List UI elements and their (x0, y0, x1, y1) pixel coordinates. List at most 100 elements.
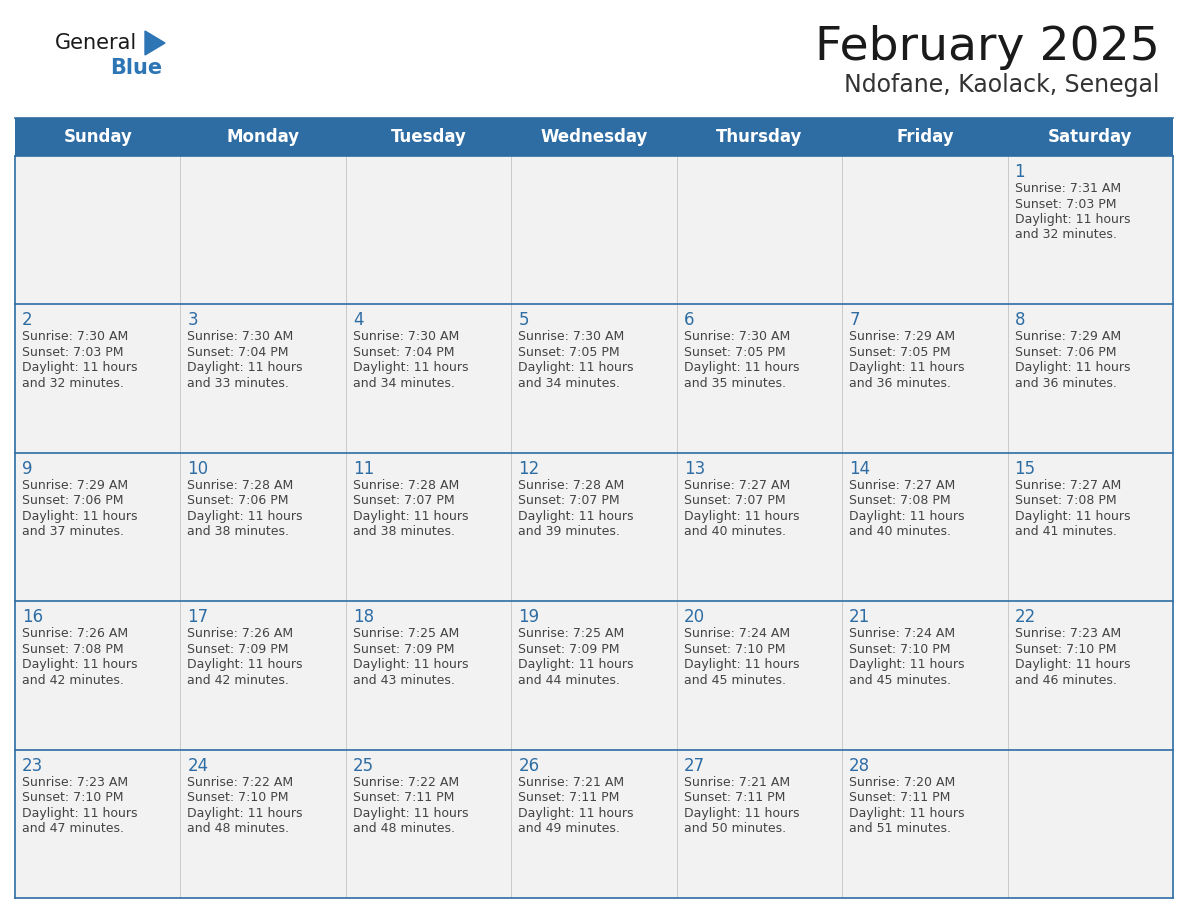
Text: Sunrise: 7:30 AM: Sunrise: 7:30 AM (353, 330, 459, 343)
Text: and 41 minutes.: and 41 minutes. (1015, 525, 1117, 538)
Text: Sunrise: 7:21 AM: Sunrise: 7:21 AM (684, 776, 790, 789)
Bar (15, 750, 1173, 898)
Text: Sunset: 7:03 PM: Sunset: 7:03 PM (1015, 197, 1116, 210)
Text: Sunrise: 7:22 AM: Sunrise: 7:22 AM (188, 776, 293, 789)
Text: Sunset: 7:06 PM: Sunset: 7:06 PM (1015, 346, 1116, 359)
Text: Sunset: 7:11 PM: Sunset: 7:11 PM (518, 791, 620, 804)
Text: and 32 minutes.: and 32 minutes. (1015, 229, 1117, 241)
Text: Sunrise: 7:27 AM: Sunrise: 7:27 AM (1015, 479, 1120, 492)
Text: Sunrise: 7:25 AM: Sunrise: 7:25 AM (353, 627, 459, 640)
Text: Sunset: 7:09 PM: Sunset: 7:09 PM (518, 643, 620, 655)
Text: Sunset: 7:07 PM: Sunset: 7:07 PM (518, 494, 620, 508)
Text: Blue: Blue (110, 58, 162, 78)
Text: and 37 minutes.: and 37 minutes. (23, 525, 124, 538)
Bar (15, 453, 1173, 601)
Text: and 38 minutes.: and 38 minutes. (353, 525, 455, 538)
Bar (15, 118, 1173, 156)
Text: Monday: Monday (227, 128, 299, 146)
Text: 2: 2 (23, 311, 32, 330)
Text: 28: 28 (849, 756, 871, 775)
Text: Sunrise: 7:26 AM: Sunrise: 7:26 AM (23, 627, 128, 640)
Text: 16: 16 (23, 609, 43, 626)
Text: Ndofane, Kaolack, Senegal: Ndofane, Kaolack, Senegal (845, 73, 1159, 97)
Text: 22: 22 (1015, 609, 1036, 626)
Text: 19: 19 (518, 609, 539, 626)
Text: General: General (55, 33, 138, 53)
Text: Daylight: 11 hours: Daylight: 11 hours (1015, 658, 1130, 671)
Text: Sunset: 7:04 PM: Sunset: 7:04 PM (188, 346, 289, 359)
Text: and 45 minutes.: and 45 minutes. (684, 674, 785, 687)
Text: 27: 27 (684, 756, 704, 775)
Text: and 34 minutes.: and 34 minutes. (353, 377, 455, 390)
Text: Sunset: 7:08 PM: Sunset: 7:08 PM (23, 643, 124, 655)
Text: Friday: Friday (896, 128, 954, 146)
Text: 26: 26 (518, 756, 539, 775)
Text: Sunrise: 7:20 AM: Sunrise: 7:20 AM (849, 776, 955, 789)
Text: 17: 17 (188, 609, 209, 626)
Text: and 40 minutes.: and 40 minutes. (684, 525, 785, 538)
Text: and 33 minutes.: and 33 minutes. (188, 377, 290, 390)
Text: 23: 23 (23, 756, 43, 775)
Text: 24: 24 (188, 756, 209, 775)
Text: Sunset: 7:11 PM: Sunset: 7:11 PM (684, 791, 785, 804)
Text: Sunrise: 7:29 AM: Sunrise: 7:29 AM (1015, 330, 1120, 343)
Text: Daylight: 11 hours: Daylight: 11 hours (518, 658, 633, 671)
Text: and 32 minutes.: and 32 minutes. (23, 377, 124, 390)
Text: 14: 14 (849, 460, 871, 477)
Text: 25: 25 (353, 756, 374, 775)
Text: Sunrise: 7:31 AM: Sunrise: 7:31 AM (1015, 182, 1120, 195)
Bar (15, 305, 1173, 453)
Polygon shape (145, 31, 165, 55)
Text: Sunset: 7:06 PM: Sunset: 7:06 PM (23, 494, 124, 508)
Text: 9: 9 (23, 460, 32, 477)
Text: and 49 minutes.: and 49 minutes. (518, 823, 620, 835)
Text: 5: 5 (518, 311, 529, 330)
Bar (15, 601, 1173, 750)
Text: Daylight: 11 hours: Daylight: 11 hours (518, 362, 633, 375)
Text: Sunset: 7:04 PM: Sunset: 7:04 PM (353, 346, 454, 359)
Text: and 48 minutes.: and 48 minutes. (353, 823, 455, 835)
Text: Daylight: 11 hours: Daylight: 11 hours (188, 362, 303, 375)
Text: Daylight: 11 hours: Daylight: 11 hours (518, 807, 633, 820)
Text: Sunrise: 7:24 AM: Sunrise: 7:24 AM (849, 627, 955, 640)
Text: and 48 minutes.: and 48 minutes. (188, 823, 290, 835)
Text: Sunrise: 7:21 AM: Sunrise: 7:21 AM (518, 776, 625, 789)
Text: and 39 minutes.: and 39 minutes. (518, 525, 620, 538)
Text: Sunrise: 7:29 AM: Sunrise: 7:29 AM (849, 330, 955, 343)
Bar (15, 156, 1173, 305)
Text: Sunset: 7:10 PM: Sunset: 7:10 PM (188, 791, 289, 804)
Text: Thursday: Thursday (716, 128, 803, 146)
Text: and 36 minutes.: and 36 minutes. (1015, 377, 1117, 390)
Text: Sunset: 7:06 PM: Sunset: 7:06 PM (188, 494, 289, 508)
Text: 13: 13 (684, 460, 704, 477)
Text: Daylight: 11 hours: Daylight: 11 hours (23, 509, 138, 522)
Text: Daylight: 11 hours: Daylight: 11 hours (849, 362, 965, 375)
Text: Sunrise: 7:30 AM: Sunrise: 7:30 AM (188, 330, 293, 343)
Text: Sunset: 7:10 PM: Sunset: 7:10 PM (684, 643, 785, 655)
Text: 3: 3 (188, 311, 198, 330)
Text: Sunset: 7:10 PM: Sunset: 7:10 PM (23, 791, 124, 804)
Text: and 36 minutes.: and 36 minutes. (849, 377, 952, 390)
Text: 10: 10 (188, 460, 209, 477)
Text: 18: 18 (353, 609, 374, 626)
Text: Sunrise: 7:23 AM: Sunrise: 7:23 AM (1015, 627, 1120, 640)
Text: and 50 minutes.: and 50 minutes. (684, 823, 785, 835)
Text: Sunrise: 7:30 AM: Sunrise: 7:30 AM (23, 330, 128, 343)
Text: and 38 minutes.: and 38 minutes. (188, 525, 290, 538)
Text: and 51 minutes.: and 51 minutes. (849, 823, 952, 835)
Text: 6: 6 (684, 311, 694, 330)
Text: 11: 11 (353, 460, 374, 477)
Text: and 42 minutes.: and 42 minutes. (23, 674, 124, 687)
Text: and 43 minutes.: and 43 minutes. (353, 674, 455, 687)
Text: Sunset: 7:09 PM: Sunset: 7:09 PM (188, 643, 289, 655)
Text: Daylight: 11 hours: Daylight: 11 hours (849, 658, 965, 671)
Text: 21: 21 (849, 609, 871, 626)
Text: Sunrise: 7:27 AM: Sunrise: 7:27 AM (684, 479, 790, 492)
Text: February 2025: February 2025 (815, 26, 1159, 71)
Text: Tuesday: Tuesday (391, 128, 467, 146)
Text: Sunrise: 7:29 AM: Sunrise: 7:29 AM (23, 479, 128, 492)
Text: Sunrise: 7:27 AM: Sunrise: 7:27 AM (849, 479, 955, 492)
Text: Daylight: 11 hours: Daylight: 11 hours (353, 658, 468, 671)
Text: Daylight: 11 hours: Daylight: 11 hours (684, 807, 800, 820)
Text: Sunset: 7:11 PM: Sunset: 7:11 PM (353, 791, 454, 804)
